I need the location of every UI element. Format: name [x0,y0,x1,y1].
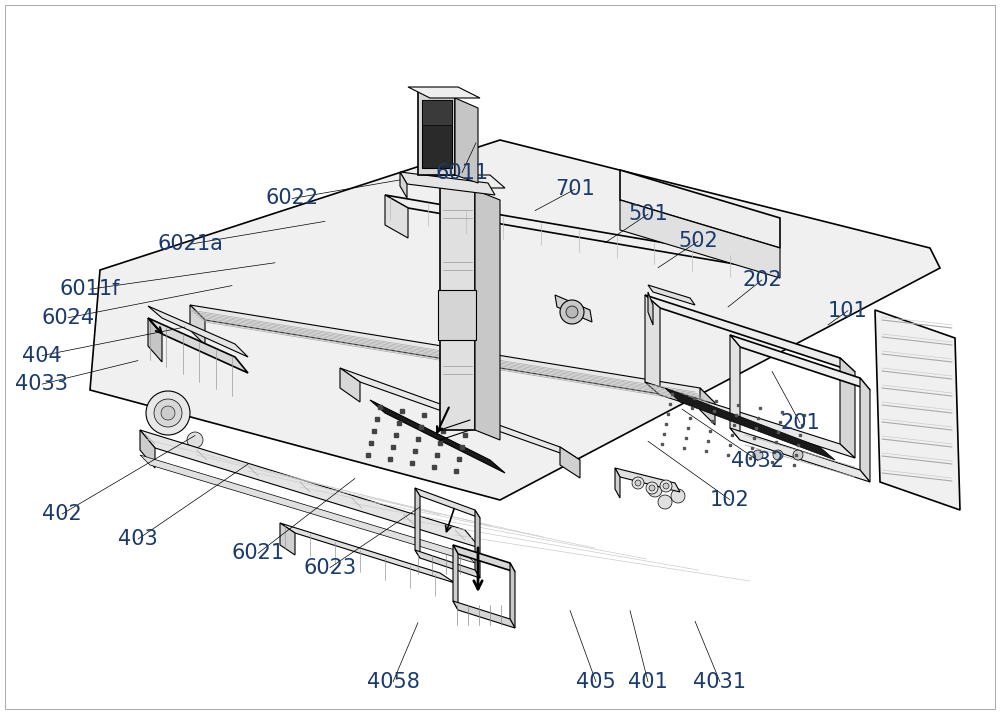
Polygon shape [415,488,480,518]
Polygon shape [148,318,248,373]
Circle shape [773,450,783,460]
Polygon shape [438,290,476,340]
Polygon shape [385,195,408,238]
Text: 405: 405 [576,672,616,692]
Polygon shape [730,335,870,390]
Circle shape [646,482,658,494]
Circle shape [161,406,175,420]
Polygon shape [453,545,458,610]
Polygon shape [340,368,360,402]
Text: 4033: 4033 [16,374,68,394]
Text: 6022: 6022 [265,188,319,208]
Text: 4058: 4058 [367,672,419,692]
Polygon shape [408,87,480,98]
Text: 401: 401 [628,672,668,692]
Text: 701: 701 [555,179,595,199]
Polygon shape [875,310,960,510]
Text: 6011: 6011 [435,163,489,183]
Text: 6021: 6021 [231,543,285,563]
Polygon shape [400,172,495,195]
Polygon shape [648,292,653,325]
Text: 6011f: 6011f [60,279,120,299]
Polygon shape [90,140,940,500]
Polygon shape [340,368,580,460]
Circle shape [566,306,578,318]
Polygon shape [475,190,500,440]
Circle shape [560,300,584,324]
Polygon shape [453,601,515,628]
Polygon shape [560,447,580,478]
Polygon shape [645,382,855,458]
Circle shape [660,480,672,492]
Text: 4032: 4032 [732,451,784,471]
Polygon shape [422,100,452,125]
Polygon shape [400,172,407,198]
Text: 502: 502 [678,231,718,251]
Circle shape [648,483,662,497]
Polygon shape [645,295,855,372]
Polygon shape [140,455,475,563]
Polygon shape [615,468,680,492]
Text: 402: 402 [42,504,82,524]
Polygon shape [385,195,758,268]
Polygon shape [190,305,715,403]
Text: 101: 101 [828,301,868,321]
Polygon shape [280,523,295,555]
Polygon shape [730,428,870,482]
Polygon shape [280,523,455,583]
Text: 404: 404 [22,346,62,366]
Polygon shape [860,378,870,482]
Polygon shape [615,468,620,498]
Polygon shape [620,200,780,278]
Text: 501: 501 [628,204,668,224]
Circle shape [793,450,803,460]
Polygon shape [453,545,515,572]
Text: 6024: 6024 [41,308,95,328]
Polygon shape [430,175,505,188]
Polygon shape [370,400,505,473]
Circle shape [187,432,203,448]
Polygon shape [665,388,835,460]
Polygon shape [140,430,480,548]
Polygon shape [840,358,855,458]
Circle shape [154,399,182,427]
Circle shape [649,485,655,491]
Text: 403: 403 [118,529,158,549]
Polygon shape [730,335,740,440]
Polygon shape [645,295,660,395]
Polygon shape [140,430,155,468]
Polygon shape [510,563,515,628]
Polygon shape [648,285,695,305]
Text: 202: 202 [742,270,782,290]
Polygon shape [422,100,452,168]
Circle shape [635,480,641,486]
Polygon shape [620,170,780,248]
Text: 6023: 6023 [303,558,357,578]
Text: 4031: 4031 [694,672,746,692]
Circle shape [658,495,672,509]
Text: 201: 201 [780,413,820,433]
Circle shape [663,483,669,489]
Text: 6021a: 6021a [157,234,223,254]
Polygon shape [148,306,248,357]
Polygon shape [148,318,162,362]
Circle shape [753,450,763,460]
Polygon shape [475,510,480,578]
Polygon shape [190,305,205,345]
Polygon shape [418,90,455,175]
Polygon shape [455,98,478,183]
Polygon shape [440,180,475,430]
Circle shape [671,489,685,503]
Polygon shape [415,550,480,578]
Text: 102: 102 [710,490,750,510]
Polygon shape [415,488,420,558]
Polygon shape [555,295,592,322]
Circle shape [146,391,190,435]
Circle shape [632,477,644,489]
Polygon shape [700,388,715,425]
